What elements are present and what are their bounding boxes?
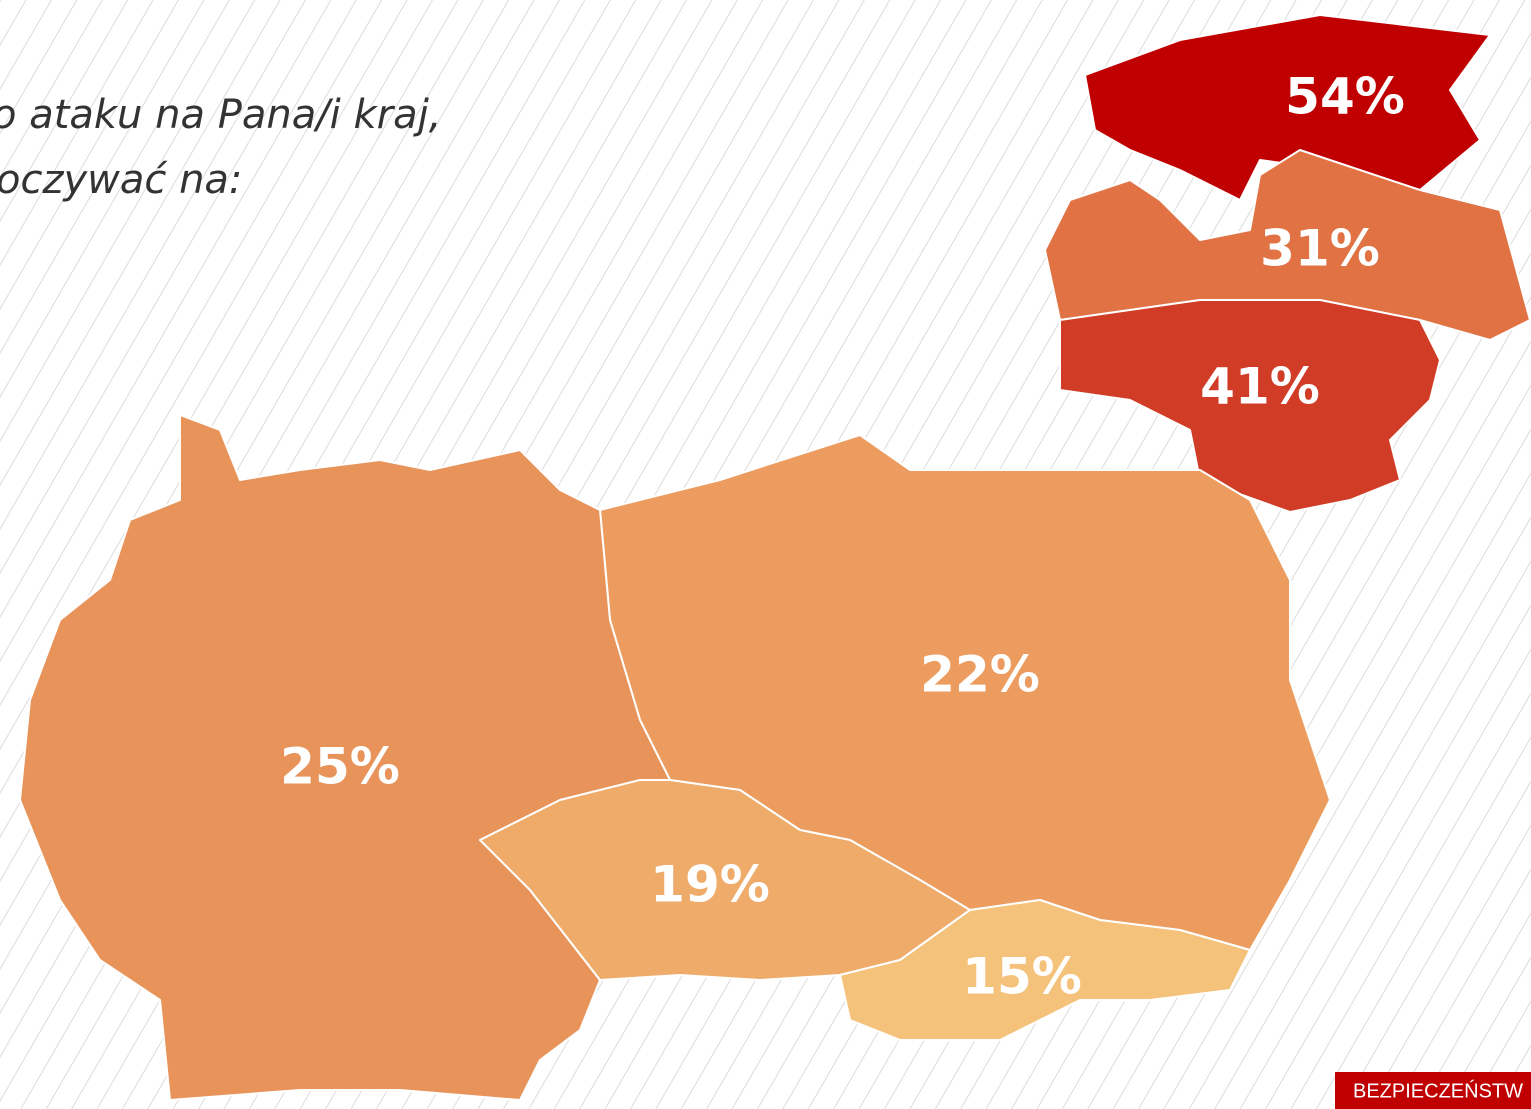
region — [479, 779, 971, 981]
regions: 54% 31% 41% 22% 25% 19% 15% — [19, 14, 1531, 1101]
value-label: 54% — [1285, 68, 1405, 126]
value-label: 19% — [650, 856, 770, 914]
region — [1059, 299, 1441, 513]
footer-badge — [1335, 1072, 1531, 1109]
footer-text: BEZPIECZEŃSTW — [1353, 1079, 1523, 1102]
title-line: oczywać na: — [0, 157, 242, 203]
value-label: 25% — [280, 738, 400, 796]
value-label: 41% — [1200, 358, 1320, 416]
value-label: 15% — [962, 948, 1082, 1006]
region — [839, 899, 1251, 1041]
value-label: 22% — [920, 646, 1040, 704]
value-label: 31% — [1260, 220, 1380, 278]
title-line: o ataku na Pana/i kraj, — [0, 92, 441, 138]
